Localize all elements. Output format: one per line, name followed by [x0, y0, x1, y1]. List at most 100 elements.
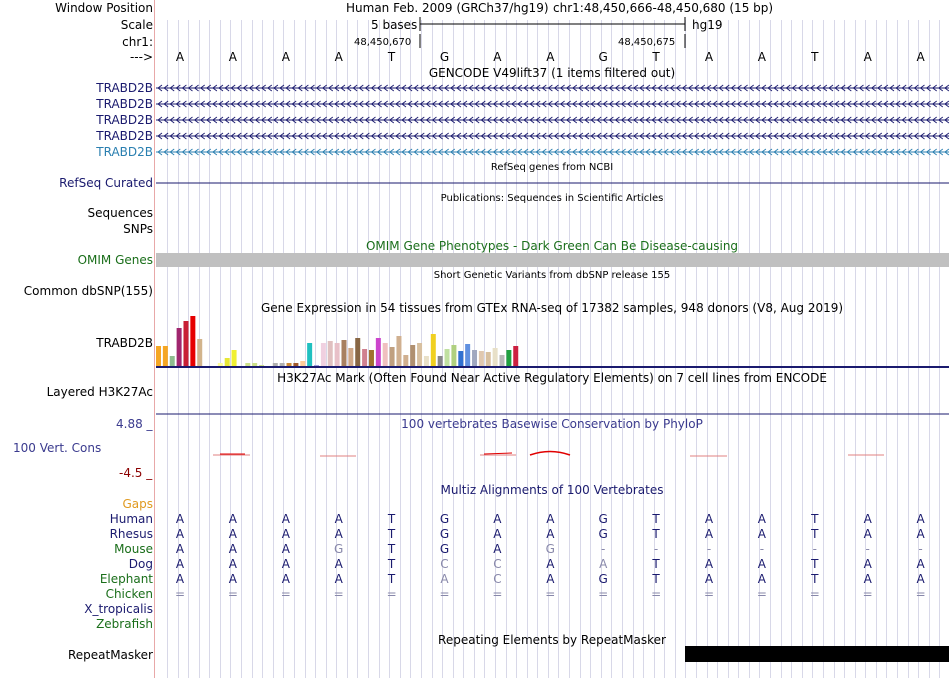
gaps-label[interactable]: Gaps — [122, 497, 153, 511]
strand-arrow — [724, 148, 730, 156]
multiz-base: G — [334, 542, 344, 556]
gencode-gene-label[interactable]: TRABD2B — [96, 129, 153, 143]
strand-arrow — [334, 116, 340, 124]
strand-arrow — [486, 116, 492, 124]
strand-arrow — [797, 132, 803, 140]
pubs-sequences-label[interactable]: Sequences — [87, 206, 153, 220]
strand-arrow — [809, 148, 815, 156]
strand-arrow — [413, 100, 419, 108]
pubs-snps-label[interactable]: SNPs — [123, 222, 153, 236]
strand-arrow — [889, 132, 895, 140]
multiz-species-label[interactable]: Chicken — [105, 587, 153, 601]
strand-arrow — [803, 116, 809, 124]
strand-arrow — [419, 148, 425, 156]
strand-arrow — [468, 100, 474, 108]
gencode-gene-label[interactable]: TRABD2B — [96, 145, 153, 159]
strand-arrow-label[interactable]: ---> — [129, 50, 153, 64]
strand-arrow — [858, 84, 864, 92]
multiz-species-label[interactable]: Mouse — [114, 542, 153, 556]
coord-right: 48,450,675 — [618, 37, 676, 48]
strand-arrow — [547, 84, 553, 92]
strand-arrow — [431, 148, 437, 156]
grid-line — [241, 20, 243, 678]
strand-arrow — [486, 100, 492, 108]
multiz-species-label[interactable]: Elephant — [99, 572, 153, 586]
strand-arrow — [321, 84, 327, 92]
multiz-species-label[interactable]: X_tropicalis — [84, 602, 153, 616]
gencode-gene-label[interactable]: TRABD2B — [96, 113, 153, 127]
strand-arrow — [260, 84, 266, 92]
gtex-tissue-bar — [183, 321, 189, 366]
multiz-base: A — [175, 512, 185, 526]
multiz-base: T — [652, 512, 660, 526]
gencode-gene-label[interactable]: TRABD2B — [96, 97, 153, 111]
grid-line — [463, 20, 465, 678]
phylop-label[interactable]: 100 Vert. Cons — [13, 441, 102, 455]
repeatmasker-label[interactable]: RepeatMasker — [67, 648, 153, 662]
strand-arrow — [443, 148, 449, 156]
multiz-base: T — [387, 572, 396, 586]
scale-label: Scale — [120, 18, 153, 32]
strand-arrow — [273, 100, 279, 108]
strand-arrow — [828, 84, 834, 92]
multiz-base: A — [334, 512, 343, 526]
gencode-gene-label[interactable]: TRABD2B — [96, 81, 153, 95]
multiz-base: A — [228, 527, 237, 541]
strand-arrow — [456, 148, 462, 156]
strand-arrow — [517, 116, 523, 124]
multiz-species-label[interactable]: Rhesus — [109, 527, 153, 541]
strand-arrow — [321, 100, 327, 108]
strand-arrow — [553, 148, 559, 156]
gtex-title[interactable]: Gene Expression in 54 tissues from GTEx … — [260, 301, 844, 315]
multiz-base: = — [809, 587, 820, 601]
strand-arrow — [419, 100, 425, 108]
strand-arrow — [303, 148, 309, 156]
grid-line — [865, 20, 867, 678]
multiz-species-label[interactable]: Dog — [128, 557, 153, 571]
multiz-base: C — [440, 557, 449, 571]
strand-arrow — [663, 148, 669, 156]
strand-arrow — [919, 116, 925, 124]
omim-title[interactable]: OMIM Gene Phenotypes - Dark Green Can Be… — [365, 239, 739, 253]
h3k27ac-title[interactable]: H3K27Ac Mark (Often Found Near Active Re… — [277, 371, 827, 385]
phylop-title[interactable]: 100 vertebrates Basewise Conservation by… — [401, 417, 703, 431]
multiz-base: = — [333, 587, 344, 601]
multiz-species-label[interactable]: Human — [109, 512, 153, 526]
gencode-title[interactable]: GENCODE V49lift37 (1 items filtered out) — [428, 66, 676, 80]
strand-arrow — [907, 116, 913, 124]
dbsnp-label[interactable]: Common dbSNP(155) — [23, 284, 153, 298]
multiz-base: A — [916, 512, 925, 526]
sequence-base: A — [334, 50, 343, 64]
strand-arrow — [742, 116, 748, 124]
gtex-label[interactable]: TRABD2B — [96, 336, 153, 350]
multiz-base: A — [228, 512, 237, 526]
multiz-title[interactable]: Multiz Alignments of 100 Vertebrates — [440, 483, 664, 497]
strand-arrow — [828, 132, 834, 140]
strand-arrow — [334, 84, 340, 92]
strand-arrow — [163, 84, 169, 92]
strand-arrow — [267, 116, 273, 124]
strand-arrow — [706, 116, 712, 124]
strand-arrow — [864, 84, 870, 92]
repeatmasker-title[interactable]: Repeating Elements by RepeatMasker — [438, 633, 666, 647]
strand-arrow — [352, 84, 358, 92]
multiz-base: A — [493, 542, 502, 556]
gtex-tissue-bar — [252, 363, 258, 366]
strand-arrow — [492, 148, 498, 156]
strand-arrow — [773, 100, 779, 108]
refseq-title[interactable]: RefSeq genes from NCBI — [490, 162, 614, 173]
strand-arrow — [260, 100, 266, 108]
strand-arrow — [419, 84, 425, 92]
h3k27ac-label[interactable]: Layered H3K27Ac — [46, 385, 153, 399]
strand-arrow — [572, 148, 578, 156]
strand-arrow — [822, 84, 828, 92]
dbsnp-title[interactable]: Short Genetic Variants from dbSNP releas… — [433, 270, 671, 281]
omim-label[interactable]: OMIM Genes — [77, 253, 153, 267]
pubs-title[interactable]: Publications: Sequences in Scientific Ar… — [440, 193, 664, 204]
grid-line — [632, 20, 634, 678]
refseq-label[interactable]: RefSeq Curated — [59, 176, 153, 190]
multiz-species-label[interactable]: Zebrafish — [96, 617, 153, 631]
strand-arrow — [712, 148, 718, 156]
strand-arrow — [303, 116, 309, 124]
grid-line — [717, 20, 719, 678]
